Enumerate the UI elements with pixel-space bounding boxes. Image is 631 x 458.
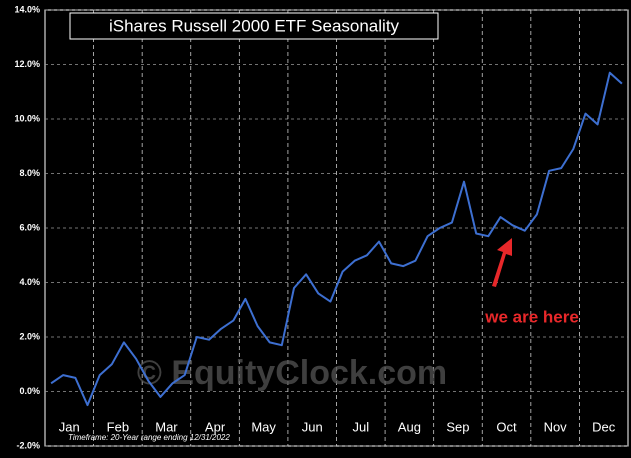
y-tick-label: 6.0% xyxy=(19,222,40,232)
y-tick-label: 2.0% xyxy=(19,331,40,341)
x-tick-label: Jul xyxy=(352,419,369,434)
y-tick-label: 14.0% xyxy=(14,4,40,14)
watermark: © EquityClock.com xyxy=(137,354,447,392)
x-tick-label: Apr xyxy=(205,419,226,434)
y-tick-label: -2.0% xyxy=(16,440,40,450)
y-tick-label: 0.0% xyxy=(19,386,40,396)
x-tick-label: May xyxy=(251,419,276,434)
x-tick-label: Jan xyxy=(59,419,80,434)
x-tick-label: Oct xyxy=(496,419,517,434)
x-tick-label: Feb xyxy=(107,419,129,434)
x-tick-label: Aug xyxy=(398,419,421,434)
y-tick-label: 4.0% xyxy=(19,277,40,287)
line-series xyxy=(50,71,623,407)
x-tick-label: Jun xyxy=(302,419,323,434)
chart-title: iShares Russell 2000 ETF Seasonality xyxy=(109,16,400,35)
arrow xyxy=(492,238,512,287)
x-tick-label: Nov xyxy=(544,419,568,434)
y-tick-label: 12.0% xyxy=(14,59,40,69)
y-tick-label: 10.0% xyxy=(14,113,40,123)
grid xyxy=(45,9,628,447)
x-tick-label: Dec xyxy=(592,419,616,434)
x-tick-label: Sep xyxy=(446,419,469,434)
title-box xyxy=(69,12,439,40)
timeframe-note: Timeframe: 20-Year range ending 12/31/20… xyxy=(68,433,230,442)
annotation: we are here xyxy=(484,307,579,326)
x-tick-label: Mar xyxy=(155,419,178,434)
y-tick-label: 8.0% xyxy=(19,168,40,178)
